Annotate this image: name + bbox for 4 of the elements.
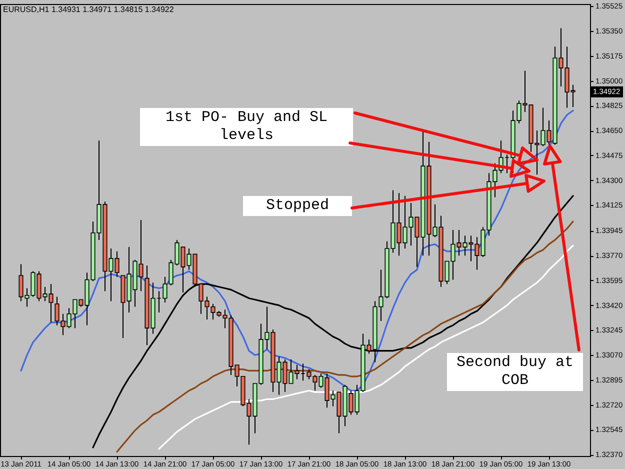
line-series bbox=[116, 220, 574, 453]
line-series bbox=[158, 244, 574, 450]
line-series bbox=[92, 195, 574, 448]
chart-title: EURUSD,H1 1.34931 1.34971 1.34815 1.34922 bbox=[3, 5, 174, 14]
